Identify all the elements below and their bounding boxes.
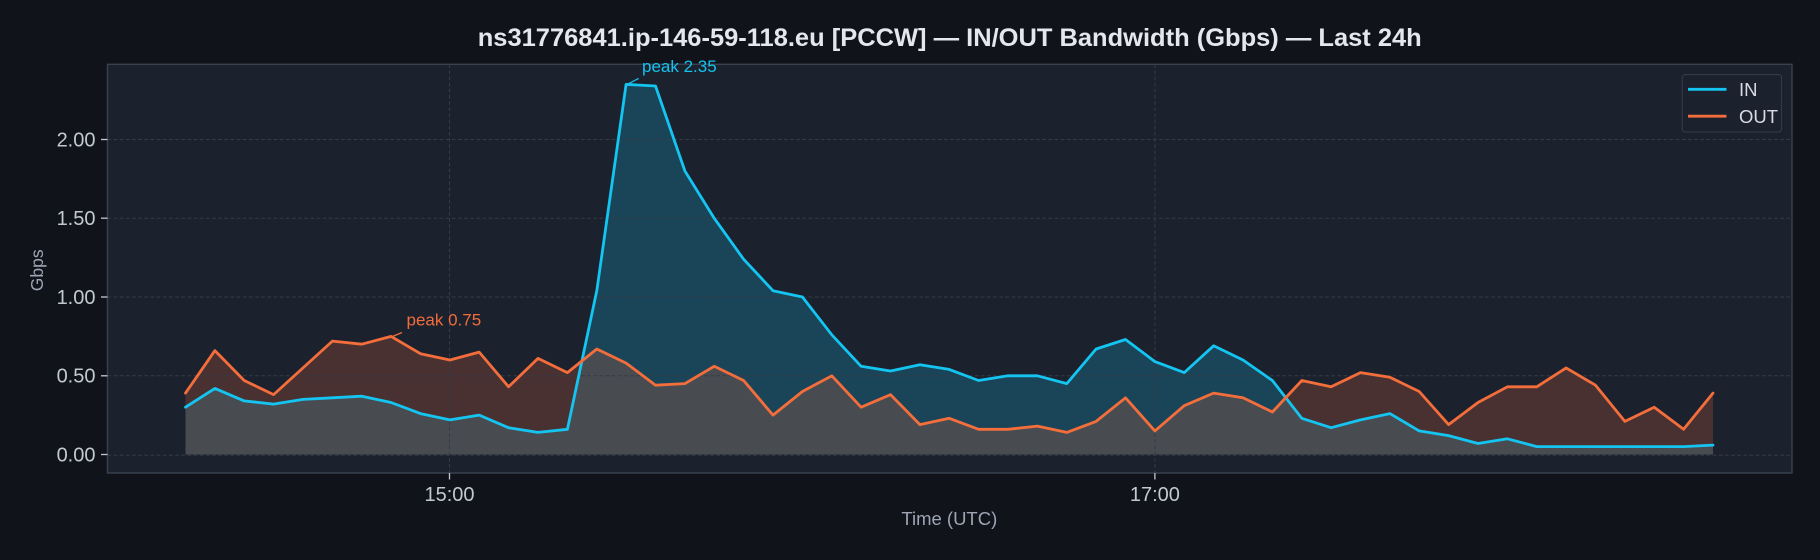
svg-text:17:00: 17:00 [1130, 484, 1180, 506]
svg-text:ns31776841.ip-146-59-118.eu [P: ns31776841.ip-146-59-118.eu [PCCW] — IN/… [478, 24, 1422, 52]
svg-text:0.00: 0.00 [57, 444, 96, 466]
svg-text:2.00: 2.00 [57, 129, 96, 151]
svg-text:1.50: 1.50 [57, 208, 96, 230]
svg-text:1.00: 1.00 [57, 287, 96, 309]
svg-text:OUT: OUT [1739, 106, 1778, 127]
svg-text:Time (UTC): Time (UTC) [901, 508, 997, 529]
svg-text:IN: IN [1739, 79, 1758, 100]
svg-text:peak 0.75: peak 0.75 [407, 311, 482, 330]
svg-text:0.50: 0.50 [57, 366, 96, 388]
svg-text:15:00: 15:00 [424, 484, 474, 506]
svg-text:peak 2.35: peak 2.35 [642, 57, 717, 76]
svg-text:Gbps: Gbps [27, 249, 47, 291]
